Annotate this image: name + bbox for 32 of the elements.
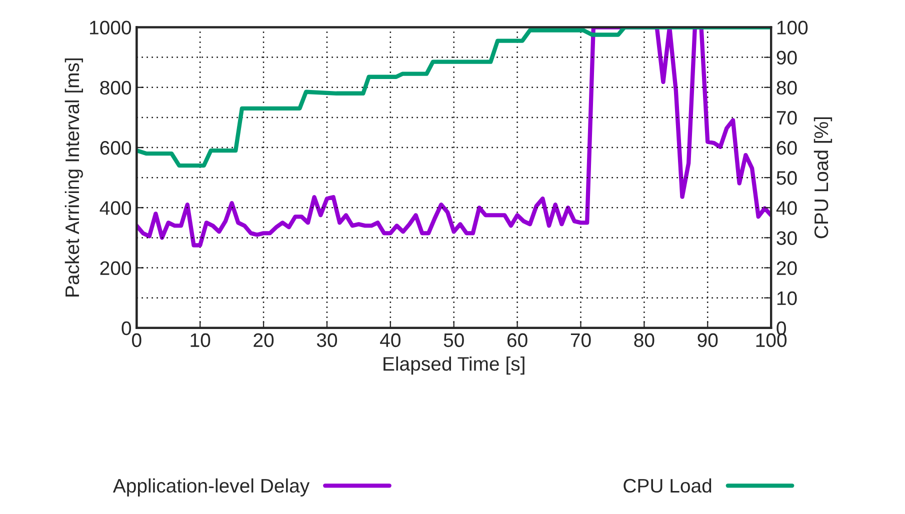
- x-tick-label: 90: [698, 333, 718, 348]
- y-tick-label: 0: [122, 321, 132, 336]
- y2-tick-label: 10: [777, 291, 797, 306]
- y2-axis-title: CPU Load [%]: [814, 117, 832, 238]
- y-tick-label: 600: [100, 140, 132, 155]
- legend-label: Application-level Delay: [112, 478, 310, 496]
- y-tick-label: 1000: [90, 20, 132, 34]
- y2-tick-label: 40: [776, 201, 797, 215]
- legend-label: CPU Load: [624, 478, 712, 493]
- x-tick-label: 20: [254, 333, 274, 348]
- y-tick-label: 800: [100, 80, 132, 95]
- x-tick-label: 60: [507, 333, 528, 348]
- x-tick-label: 0: [132, 333, 142, 348]
- y-tick-label: 400: [100, 201, 132, 215]
- y2-tick-label: 30: [776, 231, 797, 245]
- x-tick-label: 100: [756, 333, 787, 348]
- x-axis-title: Elapsed Time [s]: [384, 356, 524, 375]
- y2-tick-label: 60: [776, 140, 797, 155]
- x-tick-label: 80: [634, 333, 654, 348]
- x-tick-label: 70: [570, 333, 591, 348]
- x-tick-label: 10: [190, 333, 210, 348]
- y2-tick-label: 70: [776, 110, 797, 125]
- y2-tick-label: 90: [776, 50, 797, 65]
- y-axis-title: Packet Arriving Interval [ms]: [64, 58, 83, 296]
- y2-tick-label: 80: [776, 80, 797, 95]
- y2-tick-label: 100: [777, 20, 808, 34]
- x-tick-label: 30: [316, 333, 338, 348]
- y2-tick-label: 20: [776, 261, 797, 276]
- x-tick-label: 40: [380, 333, 400, 348]
- y2-tick-label: 50: [776, 171, 797, 185]
- y-tick-label: 200: [100, 261, 132, 276]
- x-tick-label: 50: [444, 333, 464, 348]
